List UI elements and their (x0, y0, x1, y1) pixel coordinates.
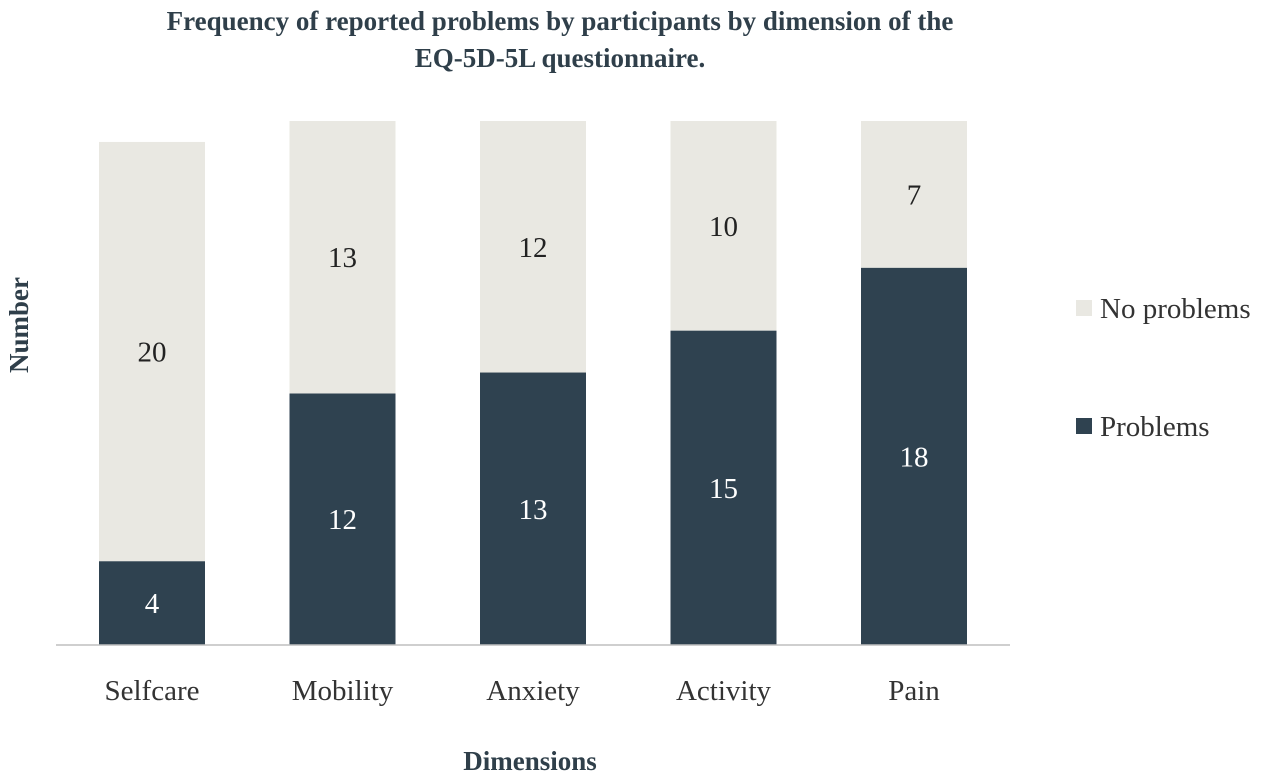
data-label-no-problems-activity: 10 (709, 211, 738, 243)
y-axis-title: Number (4, 277, 34, 373)
chart-title-line-2: EQ-5D-5L questionnaire. (415, 43, 706, 73)
bar-no-problems-anxiety (480, 121, 586, 373)
bar-no-problems-selfcare (99, 141, 205, 562)
legend-swatch-problems (1076, 418, 1092, 434)
data-label-no-problems-mobility: 13 (328, 242, 357, 274)
chart-title-line-1: Frequency of reported problems by partic… (167, 6, 954, 36)
data-label-no-problems-pain: 7 (907, 179, 922, 211)
x-tick-labels: Selfcare Mobility Anxiety Activity Pain (105, 675, 941, 707)
bar-problems-pain (861, 267, 967, 645)
bar-no-problems-activity (670, 121, 777, 331)
data-label-problems-mobility: 12 (328, 504, 357, 536)
x-tick-label-pain: Pain (888, 675, 940, 707)
x-axis-title: Dimensions (463, 746, 597, 776)
bar-problems-anxiety (480, 372, 586, 645)
data-label-no-problems-selfcare: 20 (138, 337, 167, 369)
x-tick-label-activity: Activity (676, 675, 772, 707)
x-tick-label-anxiety: Anxiety (486, 675, 580, 707)
bar-problems-selfcare (99, 561, 205, 645)
x-tick-label-selfcare: Selfcare (105, 675, 200, 707)
legend-swatch-no-problems (1076, 300, 1092, 316)
x-tick-label-mobility: Mobility (292, 675, 394, 707)
data-label-no-problems-anxiety: 12 (519, 232, 548, 264)
data-label-problems-selfcare: 4 (145, 588, 160, 620)
legend-label-problems: Problems (1100, 411, 1210, 443)
bar-problems-activity (670, 330, 777, 645)
bars-group: 4 20 12 13 13 12 15 10 18 7 (99, 121, 967, 645)
data-label-problems-anxiety: 13 (519, 494, 548, 526)
legend: No problems Problems (1076, 293, 1251, 443)
bar-no-problems-pain (861, 121, 967, 268)
data-label-problems-pain: 18 (900, 441, 929, 473)
bar-no-problems-mobility (289, 121, 396, 394)
bar-problems-mobility (289, 393, 396, 645)
data-label-problems-activity: 15 (709, 473, 738, 505)
legend-label-no-problems: No problems (1100, 293, 1251, 325)
